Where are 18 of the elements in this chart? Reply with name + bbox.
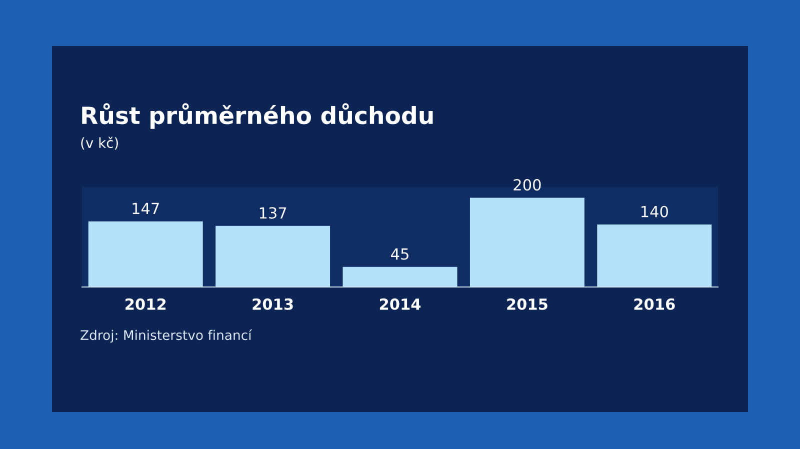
bar — [342, 266, 458, 287]
data-label: 45 — [391, 248, 408, 260]
x-tick-label: 2012 — [126, 298, 166, 310]
x-tick-label: 2013 — [252, 298, 293, 310]
data-label: 137 — [260, 207, 286, 219]
x-tick-label: 2014 — [380, 298, 421, 310]
x-tick-label: 2016 — [634, 298, 675, 310]
bar — [597, 224, 712, 287]
data-label: 147 — [132, 202, 159, 214]
data-label: 200 — [514, 179, 541, 191]
text: Zdroj: Ministerstvo financí — [80, 329, 252, 343]
x-tick-label: 2015 — [507, 298, 548, 310]
bar — [470, 198, 584, 287]
chart-title: Růst průměrného důchodu — [82, 103, 433, 129]
data-label: 140 — [641, 206, 668, 218]
bar — [88, 221, 203, 287]
bar — [216, 226, 330, 287]
chart-subtitle: (v kč) — [81, 136, 118, 150]
